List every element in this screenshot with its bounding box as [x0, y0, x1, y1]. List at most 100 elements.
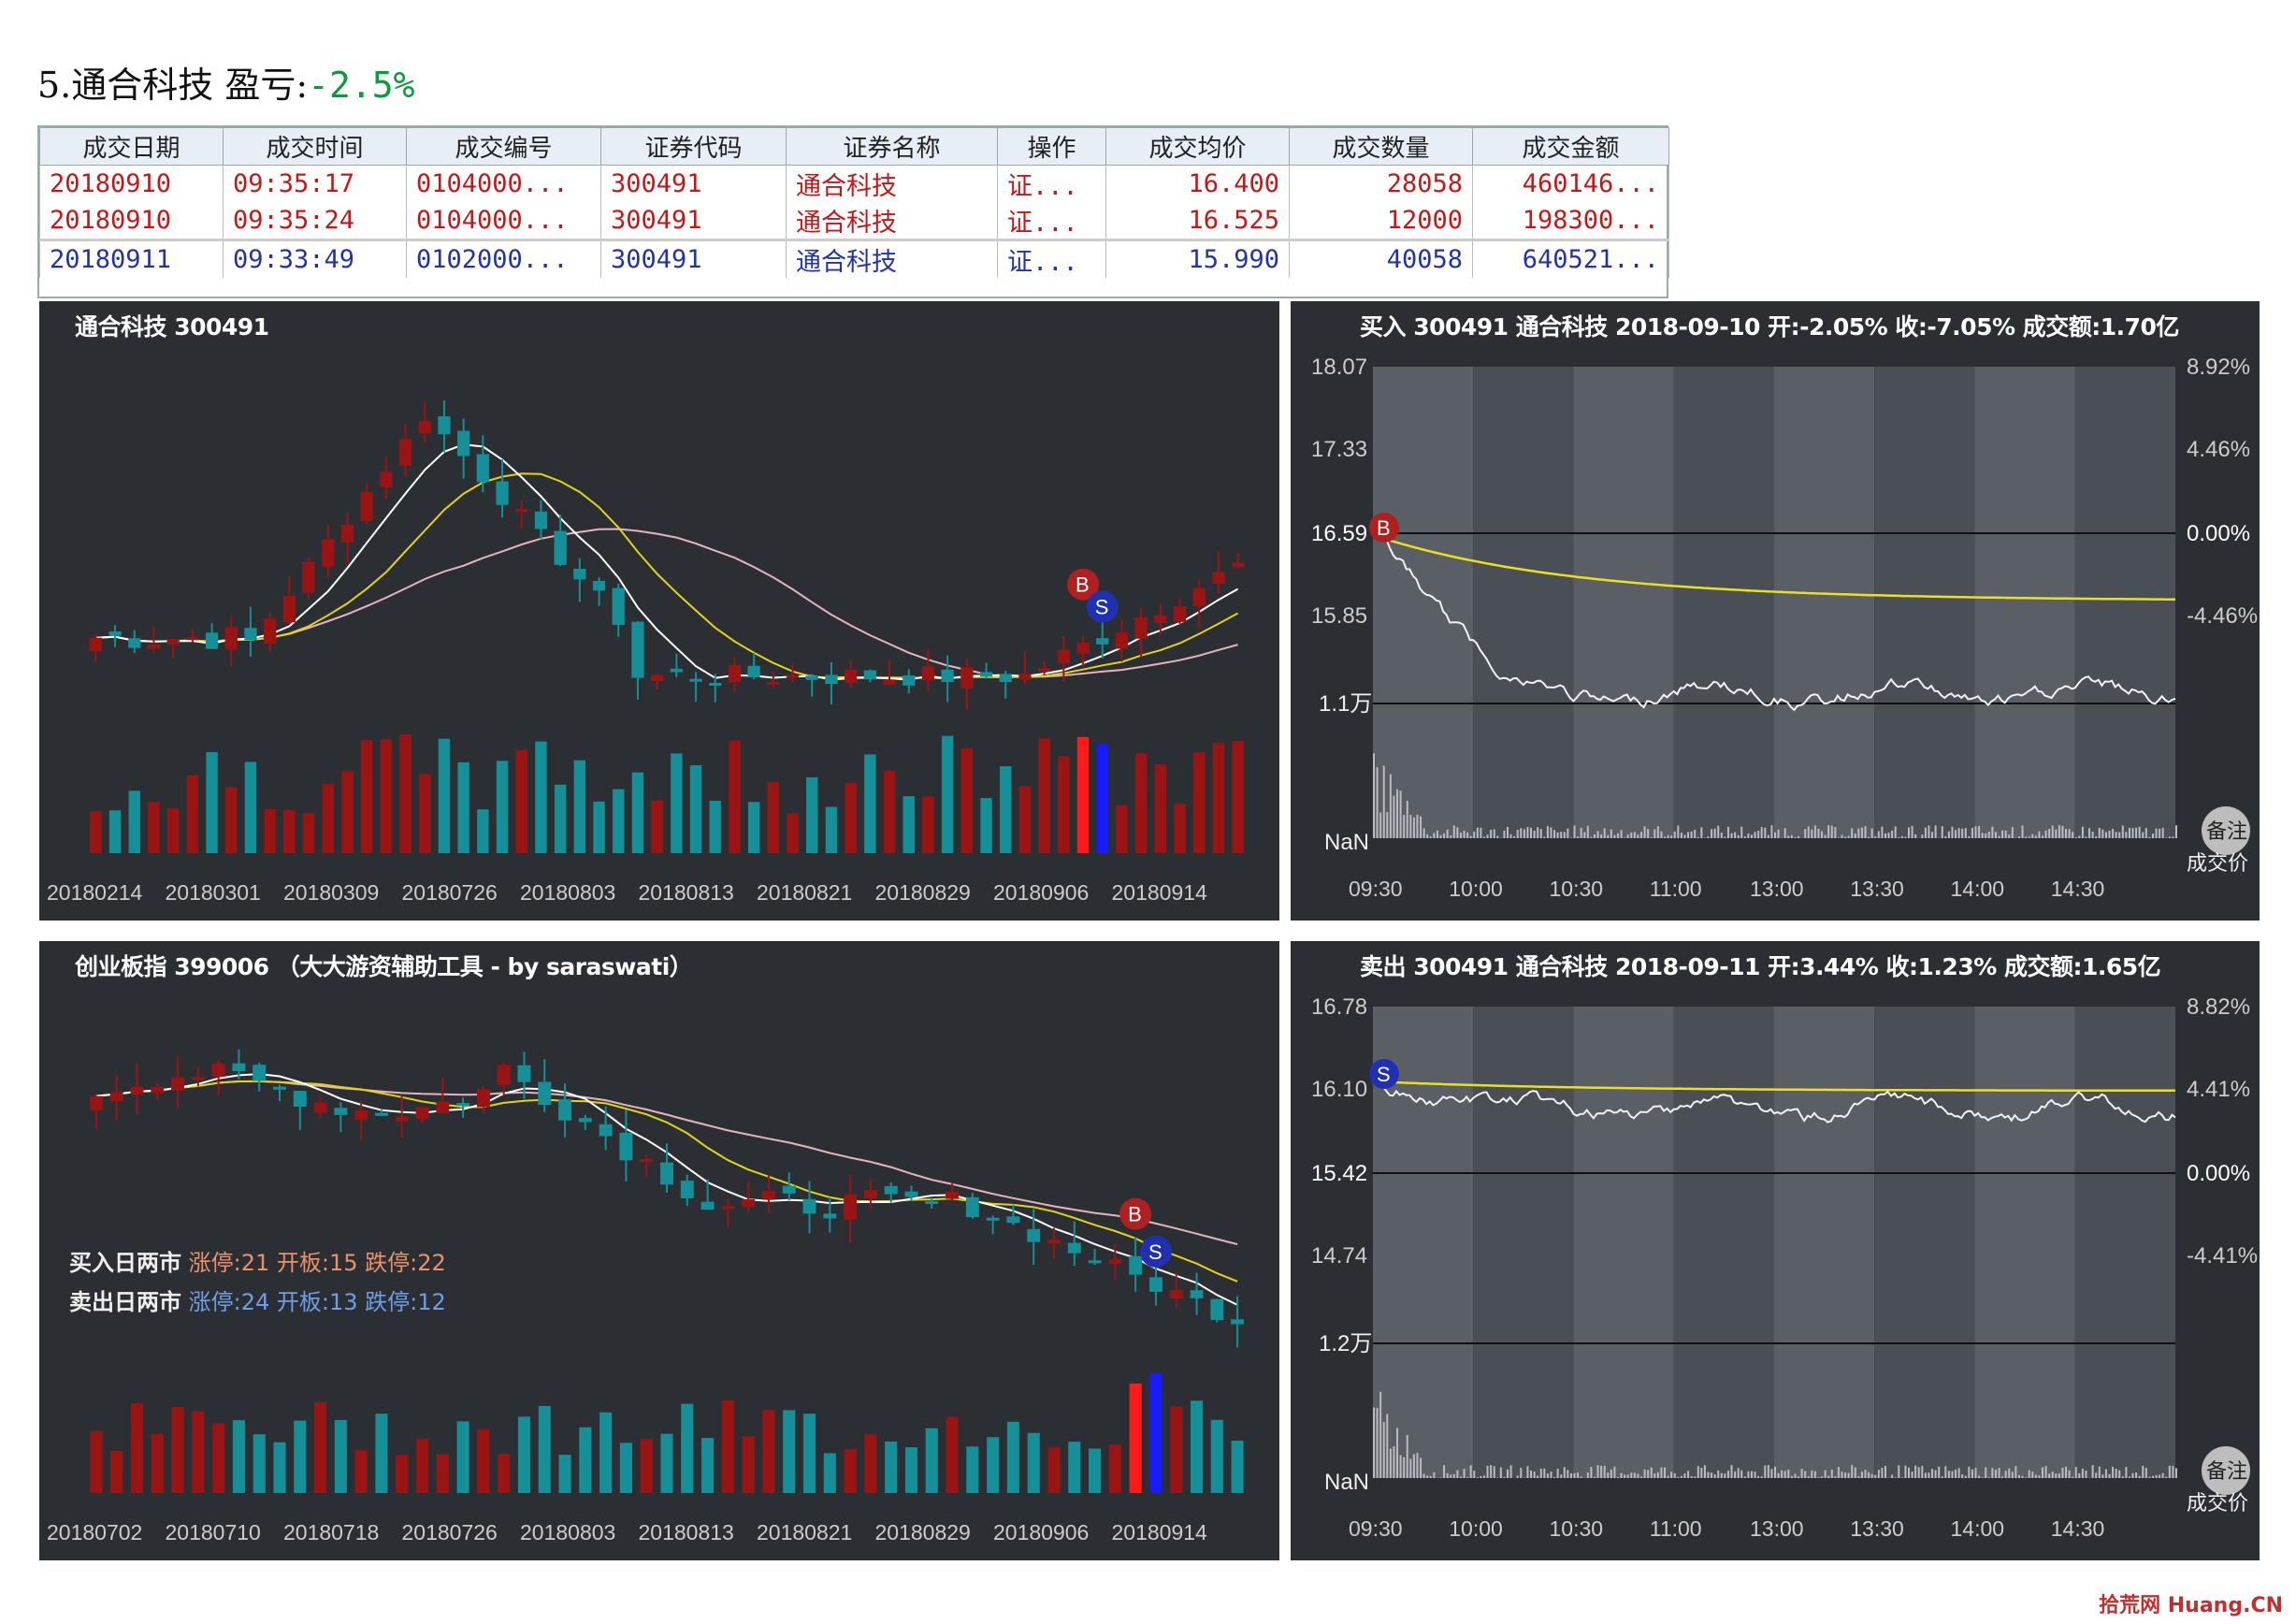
- price-tick: 15.85: [1311, 603, 1367, 629]
- trade-row[interactable]: 20180911 09:33:49 0102000... 300491 通合科技 证...…: [39, 239, 1669, 278]
- candle: [273, 1086, 286, 1090]
- column-header[interactable]: 成交时间: [223, 127, 407, 166]
- trade-cell: 通合科技: [786, 165, 998, 202]
- pct-tick: 8.92%: [2187, 355, 2250, 380]
- volume-tick: [1389, 1448, 1392, 1478]
- candle: [941, 669, 954, 683]
- column-header[interactable]: 操作: [997, 127, 1106, 166]
- avg-price-line: [1372, 533, 2175, 601]
- volume-bar: [128, 790, 140, 853]
- volume-tick: [2115, 1468, 2117, 1478]
- volume-bar: [806, 776, 818, 853]
- volume-tick: [1426, 834, 1429, 838]
- volume-tick: [2021, 825, 2024, 838]
- time-label: 10:30: [1550, 1516, 1604, 1541]
- volume-tick: [1774, 832, 1776, 838]
- volume-tick: [1643, 826, 1646, 838]
- volume-tick: [1790, 834, 1793, 838]
- volume-tick: [1971, 827, 1973, 838]
- volume-tick: [1743, 1476, 1746, 1478]
- volume-tick: [1433, 833, 1436, 838]
- candle: [767, 682, 780, 686]
- trade-cell: 12000: [1289, 202, 1473, 240]
- volume-tick: [1881, 1467, 1884, 1478]
- volume-tick: [1854, 834, 1856, 838]
- column-header[interactable]: 成交数量: [1289, 127, 1473, 166]
- time-label: 13:30: [1850, 877, 1904, 901]
- volume-tick: [1804, 1471, 1807, 1478]
- column-header[interactable]: 证券名称: [786, 127, 998, 166]
- volume-tick: [1730, 1465, 1733, 1478]
- grid-band: [1774, 1323, 1875, 1478]
- volume-bar: [747, 802, 760, 853]
- volume-tick: [1700, 827, 1703, 838]
- grid-band: [1874, 1007, 1975, 1323]
- candle: [232, 1063, 246, 1071]
- candle: [418, 421, 431, 434]
- volume-max-label: 1.2万: [1319, 1331, 1372, 1356]
- volume-bar: [554, 784, 567, 853]
- volume-bar: [844, 1449, 857, 1493]
- grid-band: [1573, 683, 1674, 838]
- volume-tick: [1767, 1465, 1769, 1478]
- volume-bar: [151, 1433, 164, 1493]
- volume-tick: [1480, 1475, 1482, 1478]
- volume-tick: [1928, 825, 1930, 838]
- trade-cell: 15.990: [1105, 239, 1290, 278]
- volume-tick: [2048, 1473, 2051, 1478]
- date-label: 20180829: [875, 880, 971, 905]
- candle: [515, 509, 528, 513]
- volume-tick: [1556, 832, 1559, 838]
- volume-tick: [2168, 1465, 2171, 1478]
- volume-tick: [1754, 832, 1756, 838]
- volume-tick: [1868, 1472, 1870, 1478]
- volume-tick: [1931, 832, 1934, 838]
- volume-tick: [1426, 1475, 1429, 1478]
- volume-tick: [2151, 834, 2154, 838]
- volume-tick: [1396, 789, 1399, 838]
- volume-tick: [1563, 1467, 1566, 1478]
- volume-tick: [1841, 834, 1843, 838]
- volume-bar: [148, 802, 160, 853]
- time-label: 11:00: [1650, 877, 1702, 901]
- candle: [728, 664, 742, 683]
- volume-tick: [1473, 831, 1476, 838]
- volume-bar: [885, 1441, 898, 1493]
- candle: [845, 670, 858, 683]
- legend-price-label: 成交价: [2187, 1491, 2248, 1515]
- volume-tick: [1951, 826, 1954, 838]
- volume-tick: [2151, 1475, 2154, 1478]
- column-header[interactable]: 成交金额: [1472, 127, 1669, 166]
- candle: [747, 665, 760, 677]
- volume-tick: [1944, 1466, 1947, 1478]
- column-header[interactable]: 证券代码: [600, 127, 787, 166]
- index-kline-title: 创业板指 399006 （大大游资辅助工具 - by saraswati）: [75, 953, 693, 980]
- column-header[interactable]: 成交日期: [39, 127, 224, 166]
- volume-bar: [558, 1455, 571, 1493]
- volume-tick: [1985, 1467, 1987, 1478]
- volume-tick: [2108, 1473, 2111, 1478]
- volume-tick: [1860, 827, 1863, 838]
- volume-tick: [1807, 826, 1810, 838]
- trade-row[interactable]: 20180910 09:35:24 0104000... 300491 通合科技 证...…: [39, 202, 1669, 240]
- volume-tick: [1783, 828, 1786, 838]
- volume-tick: [1526, 827, 1529, 838]
- candle: [282, 596, 296, 623]
- volume-tick: [2159, 828, 2161, 838]
- volume-tick: [1546, 826, 1549, 838]
- column-header[interactable]: 成交编号: [406, 127, 601, 166]
- trade-cell: 09:35:17: [223, 165, 407, 202]
- volume-tick: [1373, 753, 1375, 838]
- trade-row[interactable]: 20180910 09:35:17 0104000... 300491 通合科技 证...…: [39, 165, 1669, 202]
- trade-cell: 460146...: [1472, 165, 1669, 202]
- volume-tick: [1409, 815, 1412, 838]
- volume-tick: [1382, 765, 1385, 838]
- column-header[interactable]: 成交均价: [1105, 127, 1290, 166]
- volume-tick: [2161, 1472, 2164, 1478]
- volume-tick: [1640, 1476, 1642, 1478]
- volume-tick: [1944, 835, 1947, 838]
- volume-tick: [2042, 1467, 2043, 1478]
- volume-bar: [1018, 786, 1032, 853]
- volume-bar: [535, 741, 547, 853]
- volume-tick: [1537, 1475, 1539, 1478]
